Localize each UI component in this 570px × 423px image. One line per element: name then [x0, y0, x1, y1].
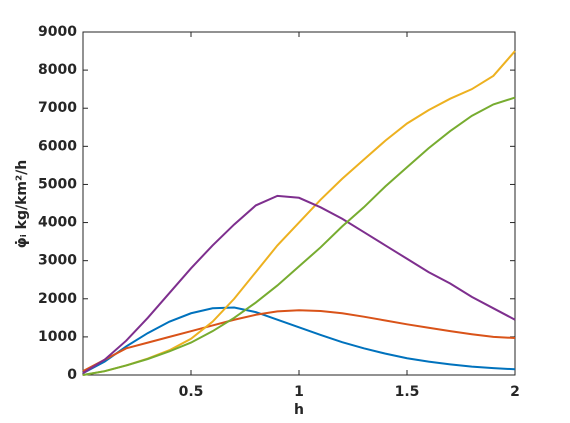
y-tick-label: 9000: [38, 24, 77, 40]
series-line: [82, 306, 516, 374]
y-tick-label: 0: [67, 367, 77, 383]
y-tick-label: 2000: [38, 291, 77, 307]
x-tick-label: 1.5: [395, 384, 420, 400]
x-axis-label: h: [294, 402, 304, 418]
y-axis-label: φ̇ᵢ kg/km²/h: [14, 160, 30, 248]
y-tick-label: 1000: [38, 329, 77, 345]
x-tick-label: 1: [294, 384, 304, 400]
x-tick-label: 0.5: [179, 384, 204, 400]
x-tick-label: 2: [510, 384, 520, 400]
y-tick-label: 7000: [38, 100, 77, 116]
y-tick-label: 5000: [38, 176, 77, 192]
y-tick-label: 3000: [38, 253, 77, 269]
y-tick-label: 8000: [38, 62, 77, 78]
series-line: [82, 96, 516, 376]
series-line: [82, 194, 516, 374]
axes-box: [82, 31, 516, 376]
y-tick-label: 4000: [38, 215, 77, 231]
series-line: [82, 309, 516, 373]
y-tick-label: 6000: [38, 138, 77, 154]
